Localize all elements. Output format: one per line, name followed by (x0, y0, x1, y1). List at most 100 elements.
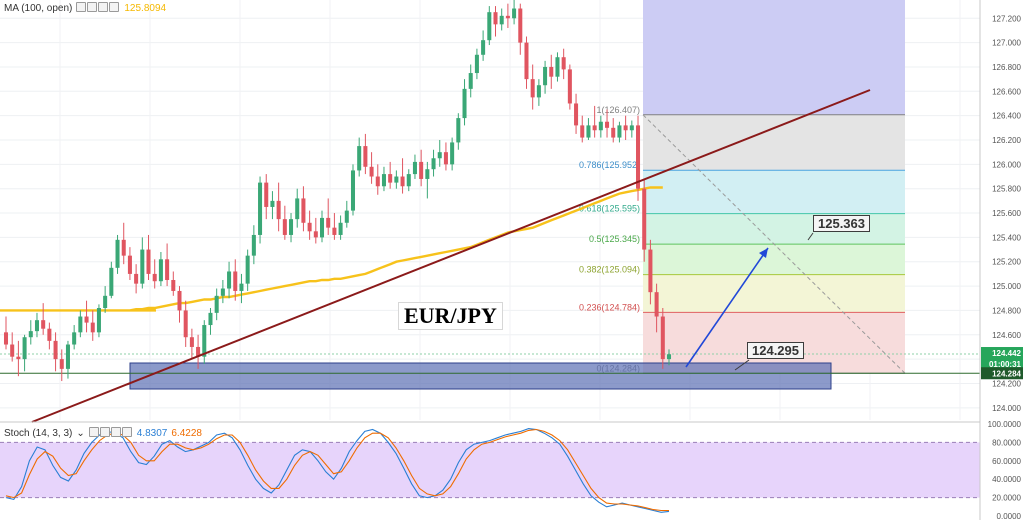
candle (456, 113, 461, 150)
candle-body (499, 15, 504, 25)
candle (233, 259, 238, 301)
candle (282, 205, 287, 240)
candle (592, 105, 597, 138)
candle-body (295, 198, 300, 220)
candle (524, 36, 529, 89)
gear-icon[interactable] (87, 1, 98, 12)
candle (580, 115, 585, 143)
candle-body (59, 359, 64, 369)
candle-body (189, 337, 194, 347)
candle-body (394, 176, 399, 183)
candle-body (567, 69, 572, 104)
ma-settings-buttons[interactable] (76, 1, 120, 15)
chevron-down-icon[interactable]: ⌄ (76, 427, 85, 439)
candle-body (270, 200, 275, 207)
eye-icon[interactable] (88, 426, 99, 437)
candle (666, 349, 672, 366)
fib-zone (643, 0, 905, 115)
candle-body (319, 217, 325, 238)
candle (146, 234, 151, 280)
candle (561, 48, 566, 80)
candle (369, 152, 374, 184)
price-tick-label: 125.000 (992, 282, 1021, 291)
candle (598, 115, 603, 138)
candle-body (28, 331, 33, 338)
candle (115, 234, 120, 274)
candle (307, 210, 312, 240)
fib-level-label: 0.236(124.784) (579, 302, 640, 312)
candle (350, 164, 356, 216)
candle (258, 176, 263, 244)
candle (344, 200, 349, 228)
candle (301, 186, 306, 232)
candle-body (276, 200, 281, 220)
candle (567, 64, 572, 110)
candle (152, 259, 157, 289)
candle-body (16, 356, 21, 360)
candle (289, 213, 294, 243)
candle (165, 243, 170, 287)
candle-body (183, 310, 188, 338)
candle (648, 239, 653, 305)
candle (518, 3, 523, 55)
candle-body (103, 295, 108, 308)
candle (574, 93, 579, 134)
candle-body (146, 249, 151, 274)
gear-icon[interactable] (99, 426, 110, 437)
price-tick-label: 127.000 (992, 39, 1021, 48)
eye-icon[interactable] (76, 1, 87, 12)
candle-body (264, 182, 269, 207)
candle-body (239, 283, 244, 291)
candle-body (611, 127, 616, 138)
projection-arrow (685, 247, 769, 368)
ma-indicator-header[interactable]: MA (100, open) 125.8094 (4, 1, 166, 15)
fib-level-label: 0.618(125.595) (579, 204, 640, 214)
candle-body (78, 316, 83, 333)
stoch-tick-label: 100.0000 (988, 420, 1022, 429)
candle (41, 303, 46, 335)
candle-body (332, 227, 337, 235)
candle-body (282, 219, 287, 235)
candle (10, 332, 15, 362)
stoch-indicator-header[interactable]: Stoch (14, 3, 3) ⌄ 4.8307 6.4228 (4, 426, 202, 440)
candle (555, 52, 560, 82)
candle (499, 8, 504, 31)
candle-body (22, 337, 27, 360)
plus-icon[interactable] (98, 1, 109, 12)
candle-body (289, 219, 294, 235)
candle (357, 137, 362, 177)
candle-body (462, 88, 467, 119)
plus-icon[interactable] (110, 426, 121, 437)
candle-body (388, 174, 393, 183)
candle (96, 304, 101, 338)
close-icon[interactable] (109, 1, 120, 12)
stoch-settings-buttons[interactable] (88, 426, 133, 440)
price-tick-label: 126.200 (992, 136, 1021, 145)
candle (34, 312, 39, 338)
candle (623, 115, 628, 140)
fib-zone (643, 274, 905, 313)
target-callout-pointer (807, 232, 814, 241)
close-icon[interactable] (121, 426, 132, 437)
candle (3, 316, 9, 350)
candle-body (450, 142, 455, 165)
candle-body (258, 182, 263, 235)
candle (22, 334, 27, 372)
candle (134, 264, 139, 294)
candle (381, 166, 386, 192)
candle-body (660, 316, 665, 360)
candle-body (84, 316, 89, 323)
level-price-tag-bg (981, 367, 1023, 380)
countdown-tag-bg (981, 358, 1023, 371)
candle-body (518, 8, 523, 43)
candle-body (443, 152, 448, 165)
candle (487, 6, 492, 46)
candle-body (437, 152, 442, 159)
candle-body (214, 295, 219, 313)
candle-body (251, 234, 256, 256)
candle-body (350, 170, 356, 211)
candle (450, 137, 455, 171)
candle (214, 288, 219, 321)
candle (431, 149, 436, 177)
